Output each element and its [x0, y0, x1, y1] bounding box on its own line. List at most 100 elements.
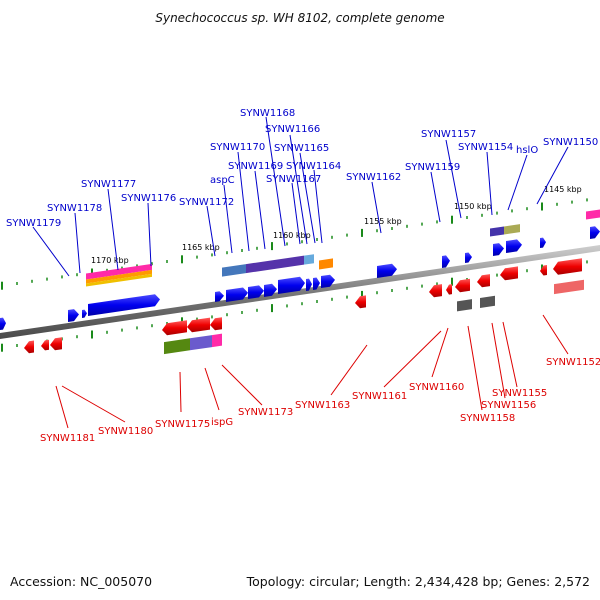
gene-label-SYNW1163[interactable]: SYNW1163	[295, 400, 350, 411]
reverse-gene-arrow[interactable]	[355, 295, 366, 309]
gene-label-SYNW1155[interactable]: SYNW1155	[492, 388, 547, 399]
topology-text: Topology: circular; Length: 2,434,428 bp…	[246, 574, 590, 589]
reverse-gene-arrow[interactable]	[24, 340, 34, 354]
label-leader	[206, 205, 216, 257]
reverse-gene-arrow[interactable]	[41, 339, 49, 351]
reverse-gene-arrow[interactable]	[162, 320, 187, 336]
scale-label-1150: 1150 kbp	[454, 202, 492, 211]
gene-label-SYNW1170[interactable]: SYNW1170	[210, 142, 265, 153]
reverse-gene-arrow[interactable]	[455, 278, 470, 293]
feature-bar	[480, 295, 495, 308]
gene-label-SYNW1158[interactable]: SYNW1158	[460, 413, 515, 424]
label-leader	[265, 116, 286, 247]
strand-ticks	[1, 198, 588, 352]
label-leader	[223, 184, 233, 254]
reverse-gene-arrow[interactable]	[553, 258, 582, 275]
gene-label-SYNW1161[interactable]: SYNW1161	[352, 391, 407, 402]
gene-label-ispG[interactable]: ispG	[211, 417, 233, 428]
gene-label-SYNW1150[interactable]: SYNW1150	[543, 137, 598, 148]
gene-label-SYNW1165[interactable]: SYNW1165	[274, 143, 329, 154]
label-leader	[237, 151, 250, 252]
gene-label-SYNW1168[interactable]: SYNW1168	[240, 108, 295, 119]
gene-label-SYNW1154[interactable]: SYNW1154	[458, 142, 513, 153]
reverse-gene-arrow[interactable]	[446, 284, 452, 295]
feature-bar	[86, 263, 152, 280]
gene-label-SYNW1152[interactable]: SYNW1152	[546, 357, 600, 368]
reverse-gene-arrow[interactable]	[477, 274, 490, 288]
gene-label-SYNW1162[interactable]: SYNW1162	[346, 172, 401, 183]
forward-gene-arrow[interactable]	[248, 285, 264, 299]
accession-text: Accession: NC_005070	[10, 574, 152, 589]
gene-label-SYNW1167[interactable]: SYNW1167	[266, 174, 321, 185]
forward-gene-arrow[interactable]	[590, 226, 600, 239]
label-leader	[147, 202, 152, 267]
forward-gene-arrow[interactable]	[0, 317, 6, 330]
gene-label-aspC[interactable]: aspC	[210, 175, 235, 186]
forward-gene-arrow[interactable]	[540, 237, 546, 248]
gene-label-SYNW1166[interactable]: SYNW1166	[265, 124, 320, 135]
map-title: Synechococcus sp. WH 8102, complete geno…	[155, 11, 444, 25]
forward-gene-arrow[interactable]	[88, 294, 160, 316]
forward-gene-arrow[interactable]	[377, 263, 397, 278]
genome-backbone	[0, 245, 600, 339]
gene-label-SYNW1159[interactable]: SYNW1159	[405, 162, 460, 173]
gene-label-SYNW1181[interactable]: SYNW1181	[40, 433, 95, 444]
forward-gene-arrow[interactable]	[506, 239, 522, 253]
gene-label-SYNW1176[interactable]: SYNW1176	[121, 193, 176, 204]
label-leader	[467, 325, 483, 411]
forward-gene-arrow[interactable]	[215, 291, 224, 302]
label-leader	[431, 327, 449, 378]
reverse-gene-arrow[interactable]	[50, 337, 62, 351]
label-leader	[507, 154, 528, 211]
gene-label-SYNW1179[interactable]: SYNW1179	[6, 218, 61, 229]
gene-label-SYNW1177[interactable]: SYNW1177	[81, 179, 136, 190]
forward-gene-arrow[interactable]	[493, 243, 504, 256]
gene-label-SYNW1156[interactable]: SYNW1156	[481, 400, 536, 411]
forward-gene-arrow[interactable]	[313, 277, 320, 291]
gene-label-SYNW1173[interactable]: SYNW1173	[238, 407, 293, 418]
reverse-gene-arrow[interactable]	[429, 284, 442, 298]
gene-label-SYNW1169[interactable]: SYNW1169	[228, 161, 283, 172]
gene-label-SYNW1178[interactable]: SYNW1178	[47, 203, 102, 214]
forward-gene-arrow[interactable]	[82, 309, 87, 318]
forward-gene-arrow[interactable]	[68, 309, 79, 322]
scale-label-1170: 1170 kbp	[91, 256, 129, 265]
feature-bar	[586, 209, 600, 220]
label-leader	[254, 170, 266, 250]
gene-label-SYNW1157[interactable]: SYNW1157	[421, 129, 476, 140]
feature-bar	[319, 258, 333, 270]
forward-gene-arrow[interactable]	[321, 274, 335, 288]
gene-label-hslO[interactable]: hslO	[516, 145, 538, 156]
scale-labels: 1145 kbp 1150 kbp 1155 kbp 1160 kbp 1165…	[91, 185, 582, 265]
label-leader	[289, 134, 308, 245]
forward-gene-arrow[interactable]	[278, 276, 305, 294]
feature-bar	[246, 255, 304, 274]
scale-label-1155: 1155 kbp	[364, 217, 402, 226]
reverse-gene-arrow[interactable]	[540, 265, 547, 276]
reverse-gene-arrow[interactable]	[210, 317, 222, 331]
forward-gene-arrow[interactable]	[226, 287, 248, 303]
forward-gene-arrow[interactable]	[465, 252, 472, 264]
reverse-gene-arrow[interactable]	[187, 317, 210, 333]
gene-label-SYNW1164[interactable]: SYNW1164	[286, 161, 341, 172]
gene-label-SYNW1160[interactable]: SYNW1160	[409, 382, 464, 393]
reverse-feature-bars	[164, 279, 584, 355]
feature-bar	[164, 338, 190, 355]
label-leader	[55, 385, 69, 429]
scale-label-1160: 1160 kbp	[273, 231, 311, 240]
label-leader	[74, 212, 81, 274]
gene-label-SYNW1172[interactable]: SYNW1172	[179, 197, 234, 208]
forward-gene-arrow[interactable]	[264, 283, 277, 297]
label-leader	[107, 188, 119, 271]
label-leader	[430, 171, 441, 223]
label-leader	[204, 367, 220, 411]
forward-gene-arrow[interactable]	[306, 278, 312, 291]
gene-label-SYNW1175[interactable]: SYNW1175	[155, 419, 210, 430]
reverse-gene-arrow[interactable]	[500, 266, 518, 281]
label-leader	[32, 226, 70, 277]
feature-bar	[86, 273, 152, 287]
gene-label-SYNW1180[interactable]: SYNW1180	[98, 426, 153, 437]
forward-gene-arrow[interactable]	[442, 255, 450, 268]
